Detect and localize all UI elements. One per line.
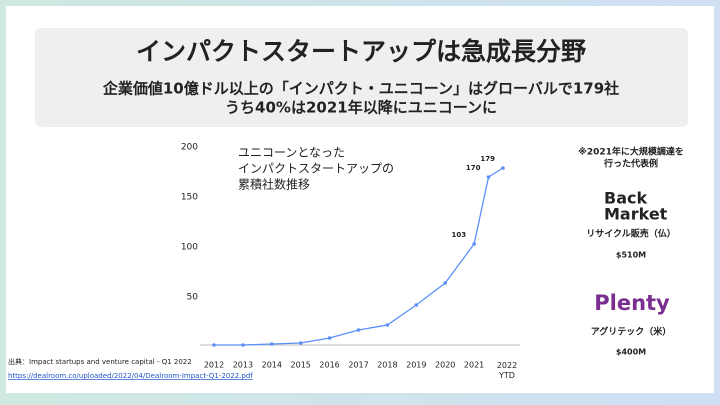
data-label: 179 [480,155,495,163]
example-amount: $510M [616,251,646,260]
example-amount: $400M [616,348,646,357]
data-line [214,167,504,346]
annotation: 累積社数推移 [238,177,310,192]
annotation: インパクトスタートアップの [238,162,394,176]
data-label: 103 [451,231,466,239]
data-point [443,281,448,285]
side-heading: ※2021年に大規模調達を [578,146,684,158]
x-tick-label: 2018 [377,361,397,370]
x-tick-label: 2016 [319,361,339,370]
data-point [212,343,216,347]
source-link[interactable]: https://dealroom.co/uploaded/2022/04/Dea… [8,372,253,380]
x-tick-label: 2012 [204,361,224,370]
title: インパクトスタートアップは急成長分野 [136,37,586,66]
logo: Plenty [594,291,670,315]
x-tick-label: 2022 YTD [497,361,517,380]
x-tick-label: 2021 [464,361,484,370]
header-box [35,28,688,127]
data-label: 170 [466,164,481,172]
x-tick-label: 2013 [233,361,253,370]
example-label: アグリテック（米） [591,326,672,338]
source: 出典：Impact startups and venture capital -… [8,357,192,366]
annotation: ユニコーンとなった [238,146,345,160]
data-point [486,175,491,179]
x-tick-label: 2019 [406,361,426,370]
example-label: リサイクル販売（仏） [586,228,676,240]
x-tick-label: 2014 [262,361,282,370]
data-point [472,242,476,246]
x-tick-label: 2017 [348,361,368,370]
logo: Back [604,189,647,208]
x-tick-label: 2015 [291,361,311,370]
y-tick-label: 100 [181,243,198,253]
data-point [241,343,245,347]
x-tick-label: 2020 [435,361,455,370]
data-point [298,341,303,345]
data-point [270,342,274,346]
subtitle: 企業価値10億ドル以上の「インパクト・ユニコーン」はグローバルで179社 [102,80,619,98]
data-point [356,328,361,332]
y-tick-label: 150 [181,193,198,203]
side-heading: 行った代表例 [603,158,658,170]
data-point [414,303,419,307]
data-point [327,336,332,340]
subtitle: うち40%は2021年以降にユニコーンに [225,99,497,117]
data-point [385,323,390,327]
logo: Market [604,205,668,224]
y-tick-label: 200 [181,143,198,153]
data-point [501,166,505,170]
y-tick-label: 50 [187,293,199,303]
